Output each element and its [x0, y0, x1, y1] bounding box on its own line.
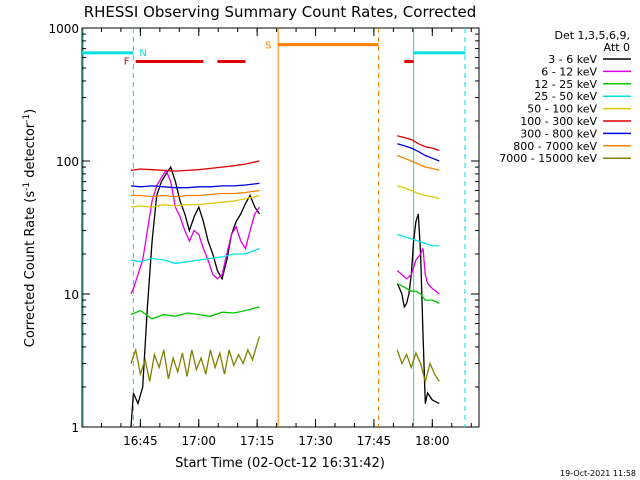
- x-tick-label-0: 16:45: [123, 434, 158, 448]
- y-axis-label-sup2: -1: [22, 114, 32, 123]
- plot-area: [81, 27, 480, 428]
- legend-label-4: 50 - 100 keV: [527, 103, 597, 116]
- series-line-8-1: [396, 349, 440, 385]
- series-line-0-1: [396, 213, 440, 405]
- y-tick-label-2: 100: [56, 155, 79, 169]
- y-axis: 1 10 100 1000: [48, 22, 479, 435]
- series-group: [130, 135, 440, 428]
- marker-label-n: N: [139, 48, 146, 59]
- plot-frame: [81, 27, 480, 428]
- x-axis: 16:45 17:00 17:15 17:30 17:45 18:00: [100, 28, 472, 448]
- series-line-6-1: [397, 143, 440, 162]
- x-tick-label-3: 17:30: [298, 434, 333, 448]
- series-line-3-1: [397, 233, 440, 247]
- chart-title: RHESSI Observing Summary Count Rates, Co…: [84, 3, 477, 21]
- legend-label-3: 25 - 50 keV: [534, 90, 597, 103]
- legend-title-line2: Att 0: [604, 41, 630, 54]
- legend-label-5: 100 - 300 keV: [520, 115, 597, 128]
- series-line-3-0: [130, 247, 260, 265]
- y-tick-label-3: 1000: [48, 22, 79, 36]
- y-tick-label-1: 10: [64, 288, 79, 302]
- x-tick-label-5: 18:00: [415, 434, 450, 448]
- series-line-1-1: [396, 248, 440, 295]
- legend-title-line1: Det 1,3,5,6,9,: [554, 29, 630, 42]
- series-line-4-0: [130, 194, 260, 208]
- y-axis-label-mid: detector: [23, 122, 38, 182]
- legend-label-8: 7000 - 15000 keV: [499, 152, 597, 165]
- legend-label-0: 3 - 6 keV: [548, 53, 597, 66]
- legend-label-6: 300 - 800 keV: [520, 127, 597, 140]
- series-line-1-0: [130, 169, 261, 295]
- timestamp: 19-Oct-2021 11:58: [560, 469, 636, 478]
- y-axis-label: Corrected Count Rate (s-1 detector-1): [22, 109, 38, 347]
- series-line-2-1: [396, 282, 440, 304]
- series-line-7-1: [397, 154, 440, 172]
- legend-label-1: 6 - 12 keV: [541, 65, 597, 78]
- x-axis-label: Start Time (02-Oct-12 16:31:42): [175, 456, 385, 471]
- series-line-0-0: [130, 165, 261, 428]
- y-tick-label-0: 1: [71, 421, 79, 435]
- marker-label-f: F: [124, 56, 130, 67]
- x-tick-label-1: 17:00: [181, 434, 216, 448]
- series-line-4-1: [397, 185, 440, 200]
- series-line-5-1: [397, 135, 440, 152]
- y-axis-label-close: ): [23, 109, 38, 114]
- y-axis-label-main: Corrected Count Rate (s: [23, 191, 38, 348]
- series-line-6-0: [130, 182, 260, 189]
- marker-label-s: S: [265, 41, 271, 52]
- series-line-2-0: [130, 306, 260, 320]
- series-line-5-0: [130, 160, 260, 172]
- legend-label-2: 12 - 25 keV: [534, 78, 597, 91]
- legend-label-7: 800 - 7000 keV: [513, 140, 597, 153]
- x-tick-label-2: 17:15: [240, 434, 275, 448]
- x-tick-label-4: 17:45: [357, 434, 392, 448]
- series-line-7-0: [131, 189, 260, 198]
- y-axis-label-sup1: -1: [22, 182, 32, 191]
- series-line-8-0: [130, 336, 261, 382]
